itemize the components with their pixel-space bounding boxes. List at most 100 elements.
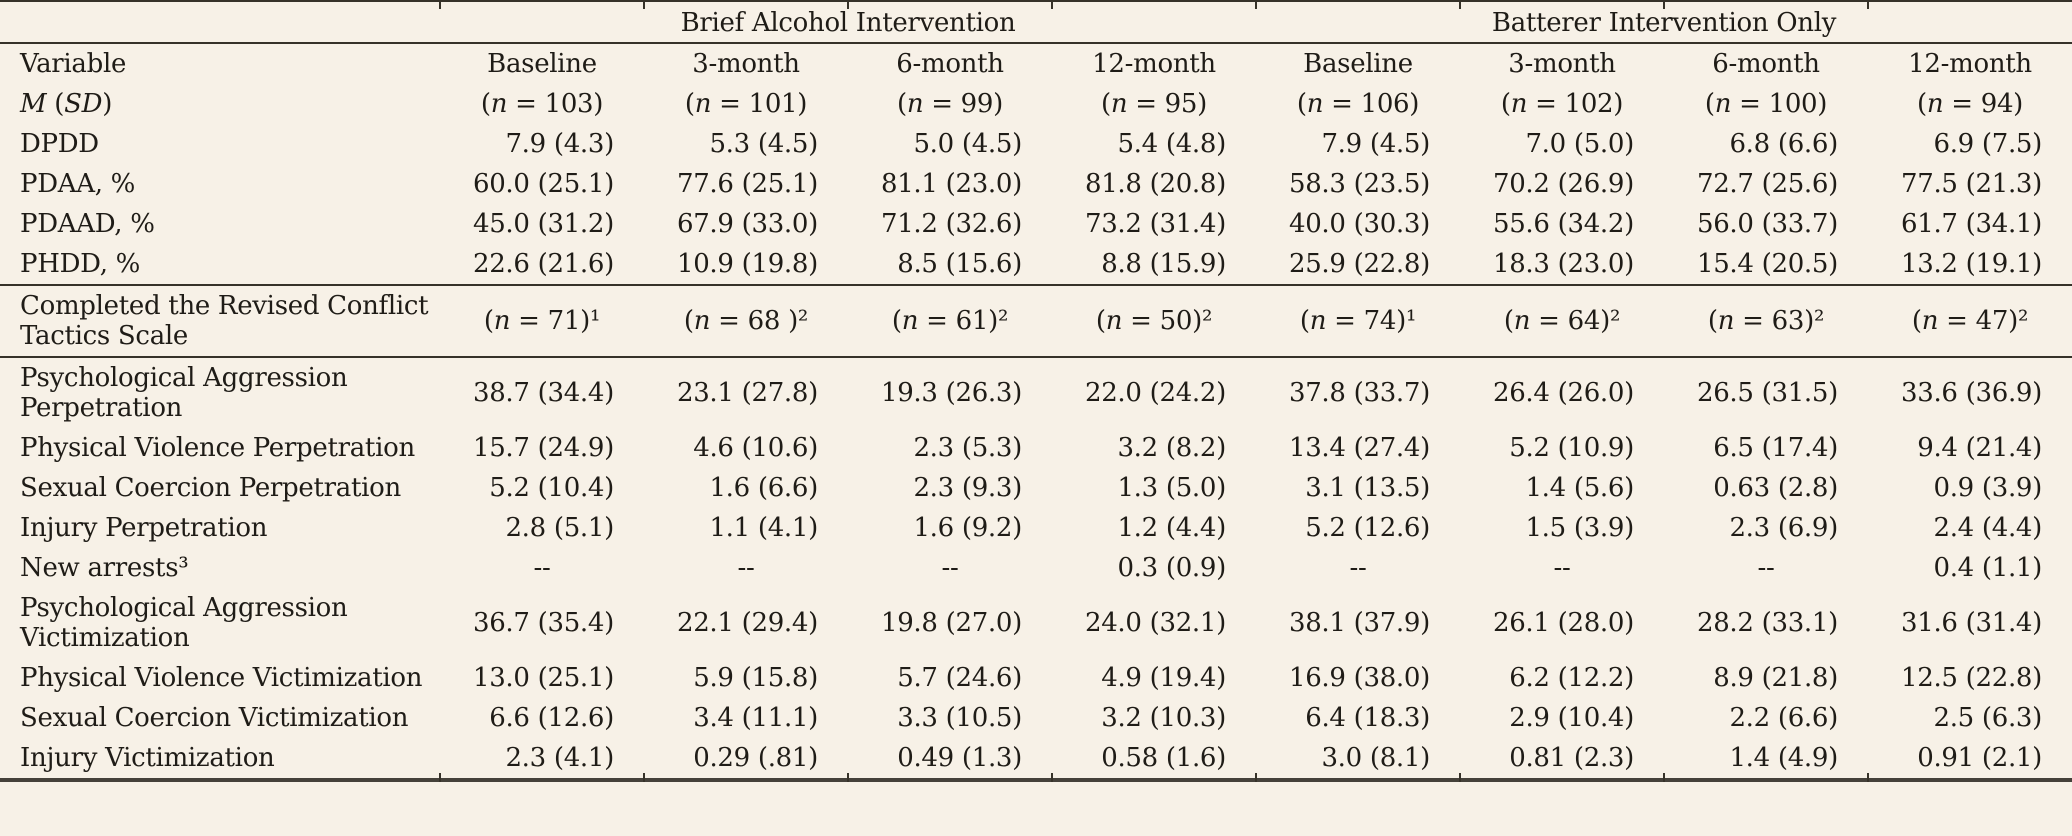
value-cell: 2.4 (4.4) — [1933, 513, 2043, 543]
row-label: Sexual Coercion Victimization — [20, 703, 409, 733]
value-cell: 56.0 (33.7) — [1696, 209, 1838, 239]
value-cell: 31.6 (31.4) — [1900, 608, 2043, 638]
value-cell: 4.6 (10.6) — [693, 433, 818, 463]
variable-column-header: Variable — [20, 49, 127, 79]
table-row: PDAA, % 60.0 (25.1) 77.6 (25.1) 81.1 (23.0)… — [0, 164, 2072, 204]
value-cell: (n = 74)¹ — [1256, 284, 1460, 358]
value-cell: 7.0 (5.0) — [1525, 129, 1634, 159]
value-cell: 2.5 (6.3) — [1933, 703, 2043, 733]
column-header-row: Variable Baseline 3-month 6-month 12-month Ba… — [0, 43, 2072, 84]
group-header-row: Brief Alcohol Intervention Batterer Inte… — [0, 1, 2072, 44]
value-cell: 28.2 (33.1) — [1696, 608, 1838, 638]
table-body: Variable Baseline 3-month 6-month 12-month Ba… — [0, 43, 2072, 780]
value-cell: 19.8 (27.0) — [880, 608, 1022, 638]
value-cell: 40.0 (30.3) — [1288, 209, 1430, 239]
value-cell: -- — [533, 553, 551, 583]
value-cell: (n = 101) — [684, 89, 808, 119]
value-cell: (n = 71)¹ — [440, 284, 644, 358]
value-cell: 58.3 (23.5) — [1288, 169, 1430, 199]
value-cell: 15.7 (24.9) — [472, 433, 614, 463]
row-label: PHDD, % — [20, 249, 141, 279]
value-cell: 13.2 (19.1) — [1900, 249, 2043, 279]
row-label: PDAA, % — [20, 169, 136, 199]
row-label: PDAAD, % — [20, 209, 155, 239]
value-cell: -- — [941, 553, 959, 583]
value-cell: 19.3 (26.3) — [880, 378, 1022, 408]
table-row: Sexual Coercion Perpetration 5.2 (10.4) 1.… — [0, 468, 2072, 508]
value-cell: 3.4 (11.1) — [693, 703, 818, 733]
value-cell: (n = 102) — [1500, 89, 1624, 119]
value-cell: 6.4 (18.3) — [1305, 703, 1430, 733]
column-header: 6-month — [1712, 49, 1820, 79]
value-cell: 3.1 (13.5) — [1305, 473, 1430, 503]
value-cell: 15.4 (20.5) — [1696, 249, 1838, 279]
value-cell: 36.7 (35.4) — [472, 608, 614, 638]
value-cell: 26.4 (26.0) — [1492, 378, 1634, 408]
value-cell: 7.9 (4.5) — [1321, 129, 1430, 159]
value-cell: 2.8 (5.1) — [505, 513, 614, 543]
value-cell: 7.9 (4.3) — [505, 129, 614, 159]
value-cell: 8.5 (15.6) — [897, 249, 1022, 279]
value-cell: 0.3 (0.9) — [1117, 553, 1226, 583]
table-row: M (SD) (n = 103) (n = 101) (n = 99) (n = 95)… — [0, 84, 2072, 124]
value-cell: 6.9 (7.5) — [1933, 129, 2043, 159]
value-cell: 5.0 (4.5) — [913, 129, 1022, 159]
row-label: Psychological Aggression Perpetration — [20, 363, 348, 423]
value-cell: 1.1 (4.1) — [709, 513, 818, 543]
value-cell: 6.8 (6.6) — [1729, 129, 1838, 159]
value-cell: 13.0 (25.1) — [472, 663, 614, 693]
value-cell: 6.5 (17.4) — [1713, 433, 1838, 463]
value-cell: 60.0 (25.1) — [472, 169, 614, 199]
value-cell: (n = 95) — [1100, 89, 1208, 119]
value-cell: 3.2 (10.3) — [1101, 703, 1226, 733]
outcomes-table: Brief Alcohol Intervention Batterer Inte… — [0, 0, 2072, 782]
value-cell: (n = 63)² — [1664, 284, 1868, 358]
value-cell: 1.5 (3.9) — [1525, 513, 1634, 543]
value-cell: 4.9 (19.4) — [1101, 663, 1226, 693]
value-cell: 3.0 (8.1) — [1321, 743, 1430, 773]
value-cell: 33.6 (36.9) — [1900, 378, 2043, 408]
row-label: DPDD — [20, 129, 99, 159]
value-cell: 5.2 (10.4) — [489, 473, 614, 503]
group-header-brief-alcohol: Brief Alcohol Intervention — [440, 1, 1256, 44]
row-label: Sexual Coercion Perpetration — [20, 473, 401, 503]
table-row: Completed the Revised Conflict Tactics S… — [0, 284, 2072, 358]
value-cell: 0.63 (2.8) — [1713, 473, 1838, 503]
value-cell: -- — [737, 553, 755, 583]
value-cell: (n = 47)² — [1868, 284, 2072, 358]
column-header: Baseline — [487, 49, 597, 79]
table-row: Sexual Coercion Victimization 6.6 (12.6) 3… — [0, 698, 2072, 738]
row-label: Physical Violence Victimization — [20, 663, 423, 693]
value-cell: -- — [1349, 553, 1367, 583]
value-cell: 70.2 (26.9) — [1492, 169, 1634, 199]
table-row: PHDD, % 22.6 (21.6) 10.9 (19.8) 8.5 (15.6) 8… — [0, 244, 2072, 285]
value-cell: 2.3 (9.3) — [913, 473, 1022, 503]
value-cell: 25.9 (22.8) — [1288, 249, 1430, 279]
value-cell: 37.8 (33.7) — [1288, 378, 1430, 408]
value-cell: 0.58 (1.6) — [1101, 743, 1226, 773]
value-cell: 0.91 (2.1) — [1917, 743, 2043, 773]
value-cell: 2.3 (4.1) — [505, 743, 614, 773]
row-label: New arrests³ — [20, 553, 189, 583]
value-cell: (n = 94) — [1916, 89, 2024, 119]
value-cell: 1.4 (4.9) — [1729, 743, 1838, 773]
value-cell: (n = 50)² — [1052, 284, 1256, 358]
value-cell: 16.9 (38.0) — [1288, 663, 1430, 693]
value-cell: (n = 100) — [1704, 89, 1828, 119]
table-row: Injury Perpetration 2.8 (5.1) 1.1 (4.1) 1.6… — [0, 508, 2072, 548]
table-row: Injury Victimization 2.3 (4.1) 0.29 (.81) 0… — [0, 738, 2072, 780]
value-cell: 3.3 (10.5) — [897, 703, 1022, 733]
value-cell: 26.1 (28.0) — [1492, 608, 1634, 638]
value-cell: 0.29 (.81) — [693, 743, 818, 773]
value-cell: (n = 99) — [896, 89, 1004, 119]
value-cell: 1.4 (5.6) — [1525, 473, 1634, 503]
value-cell: 77.6 (25.1) — [676, 169, 818, 199]
value-cell: 2.3 (5.3) — [913, 433, 1022, 463]
table-row: DPDD 7.9 (4.3) 5.3 (4.5) 5.0 (4.5) 5.4 (4.8)… — [0, 124, 2072, 164]
column-header: 12-month — [1092, 49, 1216, 79]
value-cell: (n = 103) — [480, 89, 604, 119]
value-cell: 1.6 (9.2) — [913, 513, 1022, 543]
value-cell: 9.4 (21.4) — [1917, 433, 2043, 463]
corner-cell — [0, 1, 440, 44]
value-cell: -- — [1757, 553, 1775, 583]
